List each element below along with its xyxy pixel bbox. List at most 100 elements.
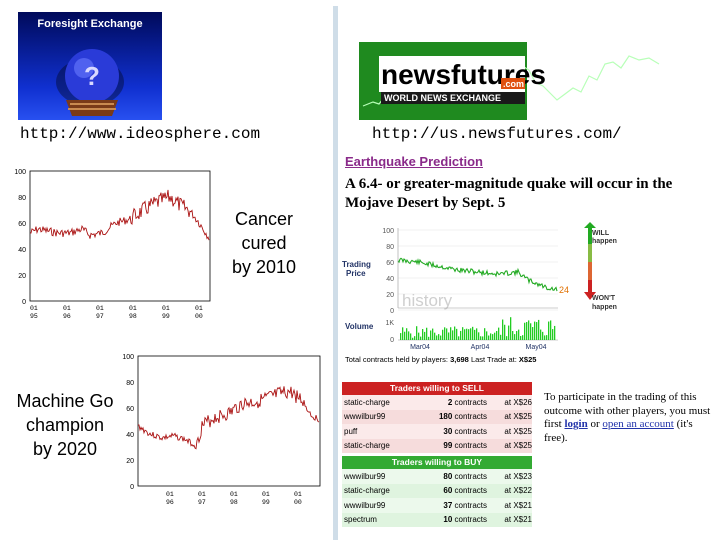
- note-text: (it's free).: [544, 418, 693, 444]
- x-tick-label: 96: [166, 499, 174, 506]
- volume-bar: [510, 317, 512, 340]
- volume-bar: [478, 332, 480, 340]
- volume-bar: [464, 329, 466, 340]
- ideosphere-url[interactable]: http://www.ideosphere.com: [20, 125, 261, 143]
- volume-bar: [416, 326, 418, 340]
- market-title-link[interactable]: Earthquake Prediction: [345, 154, 483, 169]
- y-tick-label: 40: [126, 432, 134, 439]
- x-tick-label: 01: [230, 491, 238, 498]
- volume-bar: [412, 337, 414, 340]
- contract-count: 30 contracts: [443, 426, 487, 436]
- login-link[interactable]: login: [564, 418, 588, 430]
- volume-bar: [502, 319, 504, 340]
- trader-name[interactable]: wwwilbur99: [344, 471, 386, 481]
- volume-bar: [490, 333, 492, 340]
- order-row: wwwilbur99 80 contracts at X$23: [342, 469, 532, 484]
- volume-bar: [538, 319, 540, 340]
- volume-bar: [548, 321, 550, 340]
- logo-text: Foresight Exchange: [37, 18, 143, 30]
- volume-bar: [540, 329, 542, 340]
- volume-bar: [462, 327, 464, 340]
- machine-go-caption: Machine Go champion by 2020: [8, 389, 122, 461]
- y-tick-label: 20: [126, 458, 134, 465]
- y-tick-label: 0: [22, 299, 26, 306]
- svg-text:?: ?: [84, 61, 100, 91]
- volume-bar: [470, 328, 472, 340]
- y-tick-label: 40: [18, 247, 26, 254]
- buy-header: Traders willing to BUY: [342, 456, 532, 469]
- volume-bar: [450, 327, 452, 340]
- volume-bar: [454, 326, 456, 340]
- order-price: at X$22: [504, 486, 532, 496]
- volume-bar: [482, 336, 484, 340]
- volume-bar: [414, 336, 416, 340]
- contract-count: 80 contracts: [443, 471, 487, 481]
- volume-bar: [536, 322, 538, 340]
- contracts-summary: Total contracts held by players: 3,698 L…: [345, 355, 536, 364]
- cancer-caption: Cancer cured by 2010: [220, 207, 308, 279]
- caption-line: by 2010: [231, 257, 297, 277]
- x-tick-label: 01: [198, 491, 206, 498]
- x-tick-label: 01: [30, 305, 38, 312]
- volume-bar: [432, 328, 434, 340]
- caption-line: Machine Go: [16, 391, 114, 411]
- order-row: static-charge 2 contracts at X$26: [342, 395, 532, 410]
- open-account-link[interactable]: open an account: [602, 418, 674, 430]
- x-tick-label: 97: [198, 499, 206, 506]
- x-tick-label: 98: [129, 313, 137, 320]
- volume-bar: [410, 333, 412, 340]
- wont-label: WON'T: [592, 295, 616, 302]
- trader-name[interactable]: static-charge: [344, 486, 390, 496]
- x-tick-label: 01: [96, 305, 104, 312]
- volume-bar: [434, 332, 436, 340]
- order-price: at X$21: [504, 500, 532, 510]
- order-price: at X$25: [504, 441, 532, 451]
- volume-bar: [520, 335, 522, 340]
- price-tick: 100: [382, 228, 394, 235]
- volume-bar: [542, 331, 544, 340]
- sell-orders-table: Traders willing to SELL static-charge 2 c…: [342, 382, 532, 453]
- volume-bar: [486, 331, 488, 340]
- volume-bar: [400, 333, 402, 340]
- volume-bar: [446, 328, 448, 340]
- caption-line: Cancer: [234, 209, 294, 229]
- caption-line: by 2020: [32, 439, 98, 459]
- volume-bar: [484, 328, 486, 340]
- trader-name[interactable]: static-charge: [344, 441, 390, 451]
- trader-name[interactable]: puff: [344, 426, 358, 436]
- volume-bar: [516, 331, 518, 340]
- contract-count: 37 contracts: [443, 500, 487, 510]
- order-row: spectrum 10 contracts at X$21: [342, 512, 532, 527]
- volume-bar: [424, 331, 426, 340]
- volume-bar: [466, 328, 468, 340]
- volume-bar: [506, 336, 508, 340]
- trader-name[interactable]: spectrum: [344, 515, 377, 525]
- order-row: wwwilbur99 37 contracts at X$21: [342, 498, 532, 513]
- will-label: WILL: [592, 230, 610, 237]
- x-tick-label: 97: [96, 313, 104, 320]
- caption-line: champion: [25, 415, 105, 435]
- volume-bar: [436, 335, 438, 340]
- volume-bar: [494, 332, 496, 340]
- contract-count: 180 contracts: [438, 412, 487, 422]
- volume-bar: [404, 331, 406, 340]
- logo-graph: newsfutures .com WORLD NEWS EXCHANGE: [359, 42, 660, 120]
- newsfutures-url[interactable]: http://us.newsfutures.com/: [372, 125, 622, 143]
- x-tick-label: 01: [166, 491, 174, 498]
- x-tick-label: 01: [262, 491, 270, 498]
- wont-arrow-icon: [584, 280, 596, 300]
- x-tick-label: 01: [294, 491, 302, 498]
- trader-name[interactable]: wwwilbur99: [344, 412, 386, 422]
- volume-bar: [442, 329, 444, 340]
- volume-bar: [430, 330, 432, 340]
- trader-name[interactable]: wwwilbur99: [344, 500, 386, 510]
- volume-bar: [480, 336, 482, 340]
- volume-bar: [554, 325, 556, 340]
- x-tick-label: 00: [195, 313, 203, 320]
- volume-bar: [530, 323, 532, 340]
- price-axis-label: Price: [346, 269, 366, 278]
- trader-name[interactable]: static-charge: [344, 397, 390, 407]
- order-price: at X$26: [504, 397, 532, 407]
- history-watermark: history: [402, 291, 453, 310]
- will-label: happen: [592, 238, 617, 245]
